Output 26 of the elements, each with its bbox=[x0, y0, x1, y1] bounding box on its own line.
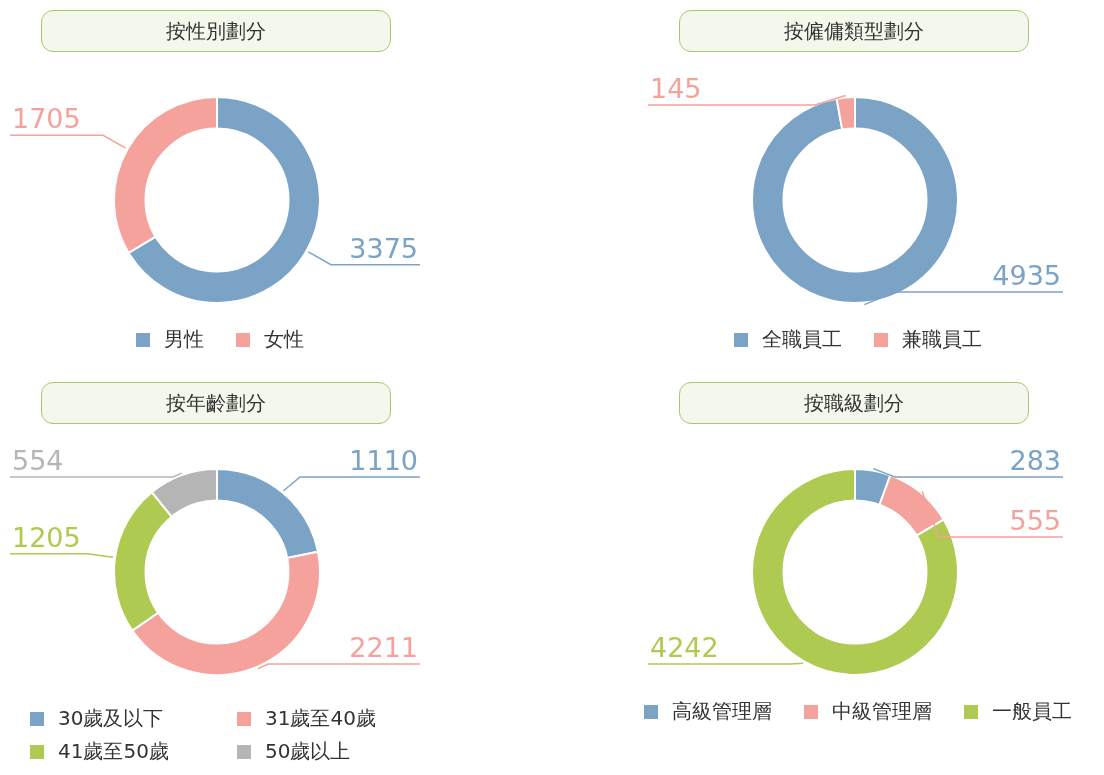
data-label: 1205 bbox=[12, 521, 81, 553]
data-label: 283 bbox=[1009, 445, 1061, 476]
data-label: 3375 bbox=[349, 232, 418, 264]
legend-label: 41歲至50歲 bbox=[58, 738, 169, 765]
data-label: 1110 bbox=[349, 445, 418, 476]
data-label: 554 bbox=[12, 445, 64, 476]
chart-title: 按性別劃分 bbox=[41, 10, 391, 52]
data-label: 2211 bbox=[349, 632, 418, 663]
legend-label: 高級管理層 bbox=[672, 698, 772, 725]
legend-label: 31歲至40歲 bbox=[265, 705, 376, 732]
data-label: 145 bbox=[650, 73, 702, 104]
data-label: 4242 bbox=[650, 632, 719, 663]
legend-label: 50歲以上 bbox=[265, 738, 351, 765]
data-label: 555 bbox=[1009, 505, 1061, 536]
legend-label: 男性 bbox=[164, 326, 204, 353]
data-label: 1705 bbox=[12, 103, 81, 135]
legend-label: 一般員工 bbox=[992, 698, 1072, 725]
legend-label: 兼職員工 bbox=[902, 326, 982, 353]
data-label: 4935 bbox=[992, 260, 1061, 291]
legend-label: 30歲及以下 bbox=[58, 705, 164, 732]
legend-label: 中級管理層 bbox=[832, 698, 932, 725]
chart-title: 按年齡劃分 bbox=[41, 382, 391, 424]
chart-title: 按職級劃分 bbox=[679, 382, 1029, 424]
chart-title: 按僱傭類型劃分 bbox=[679, 10, 1029, 52]
legend-label: 全職員工 bbox=[762, 326, 842, 353]
legend-label: 女性 bbox=[264, 326, 304, 353]
